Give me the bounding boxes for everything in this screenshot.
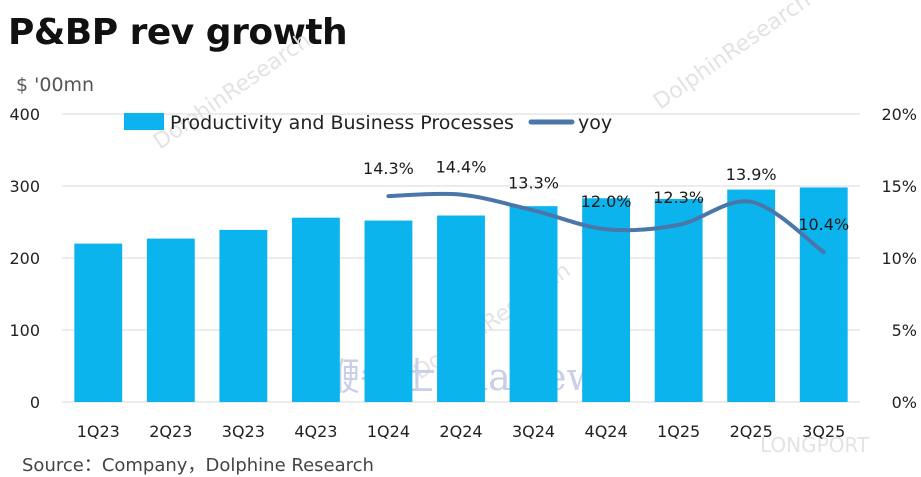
yoy-data-label: 12.0% bbox=[581, 192, 632, 211]
yoy-data-label: 10.4% bbox=[798, 215, 849, 234]
x-tick-label: 1Q23 bbox=[77, 422, 120, 441]
x-tick-label: 4Q23 bbox=[294, 422, 337, 441]
x-tick-label: 1Q25 bbox=[657, 422, 700, 441]
bar bbox=[74, 244, 122, 402]
bar bbox=[437, 216, 485, 402]
bar bbox=[727, 190, 775, 402]
x-tick-label: 3Q25 bbox=[802, 422, 845, 441]
y-tick-label: 200 bbox=[9, 249, 40, 268]
bar bbox=[510, 206, 558, 402]
yoy-data-label: 14.4% bbox=[436, 158, 487, 177]
source-note: Source：Company，Dolphine Research bbox=[22, 451, 374, 477]
yoy-data-label: 14.3% bbox=[363, 159, 414, 178]
yoy-data-label: 13.3% bbox=[508, 173, 559, 192]
y2-tick-label: 5% bbox=[892, 321, 917, 340]
x-tick-label: 2Q23 bbox=[149, 422, 192, 441]
yoy-data-label: 12.3% bbox=[653, 188, 704, 207]
y-tick-label: 400 bbox=[9, 105, 40, 124]
yoy-data-label: 13.9% bbox=[726, 165, 777, 184]
bar bbox=[365, 221, 413, 402]
y2-tick-label: 15% bbox=[881, 177, 917, 196]
y2-tick-label: 20% bbox=[881, 105, 917, 124]
y2-tick-label: 0% bbox=[892, 393, 917, 412]
bar bbox=[147, 239, 195, 402]
watermark-dolphin: DolphinResearch bbox=[149, 28, 315, 155]
legend-label-line: yoy bbox=[578, 112, 612, 134]
legend: Productivity and Business Processes yoy bbox=[124, 112, 612, 134]
bar-series bbox=[74, 187, 847, 402]
y2-tick-label: 10% bbox=[881, 249, 917, 268]
x-tick-label: 1Q24 bbox=[367, 422, 410, 441]
x-tick-label: 2Q25 bbox=[730, 422, 773, 441]
x-tick-label: 4Q24 bbox=[585, 422, 628, 441]
bar bbox=[219, 230, 267, 402]
x-tick-label: 3Q23 bbox=[222, 422, 265, 441]
y-tick-label: 300 bbox=[9, 177, 40, 196]
bar bbox=[292, 218, 340, 402]
legend-swatch-bar bbox=[124, 113, 164, 130]
x-tick-label: 3Q24 bbox=[512, 422, 555, 441]
y-tick-label: 100 bbox=[9, 321, 40, 340]
watermark-dolphin: DolphinResearch bbox=[649, 0, 815, 115]
legend-label-bar: Productivity and Business Processes bbox=[170, 112, 514, 134]
y-tick-label: 0 bbox=[30, 393, 40, 412]
x-tick-label: 2Q24 bbox=[439, 422, 482, 441]
